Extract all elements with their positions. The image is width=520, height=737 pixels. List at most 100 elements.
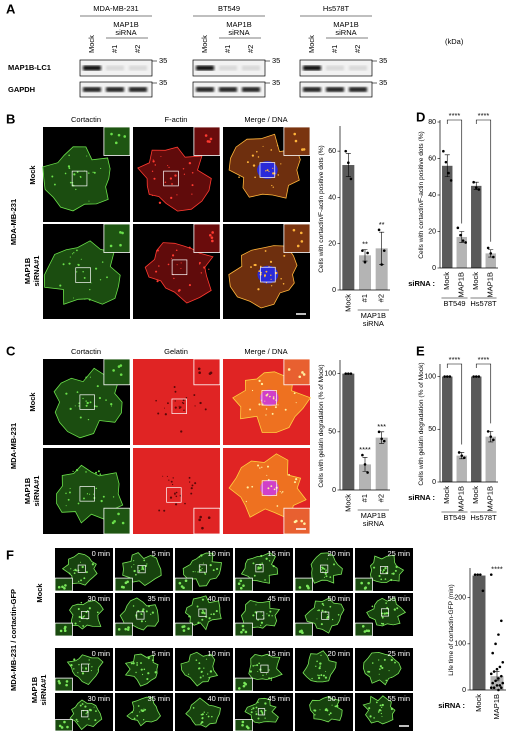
puncta xyxy=(252,164,256,167)
data-point xyxy=(460,454,464,457)
puncta xyxy=(79,561,82,563)
puncta xyxy=(251,485,254,488)
data-point xyxy=(473,573,477,576)
puncta xyxy=(390,707,394,711)
group-label: MAP1B xyxy=(361,311,386,320)
blot-band xyxy=(129,65,147,71)
puncta xyxy=(101,261,104,263)
puncta xyxy=(168,479,170,481)
puncta xyxy=(133,563,135,565)
blot-band xyxy=(83,65,101,71)
puncta xyxy=(249,670,252,673)
x-tick-label: MAP1B xyxy=(457,272,466,297)
bar xyxy=(456,455,467,482)
puncta xyxy=(311,677,313,680)
inset-puncta xyxy=(367,629,371,633)
puncta xyxy=(381,666,384,670)
puncta xyxy=(295,402,297,404)
puncta xyxy=(258,379,261,383)
inset-puncta xyxy=(300,519,303,523)
bar xyxy=(485,253,496,268)
puncta xyxy=(255,713,258,716)
puncta xyxy=(199,566,201,568)
kda-marker: 35 xyxy=(159,56,167,65)
puncta xyxy=(252,562,255,565)
data-point xyxy=(495,667,499,671)
puncta xyxy=(266,474,268,476)
inset-puncta xyxy=(63,586,66,590)
bar xyxy=(456,236,467,268)
puncta xyxy=(212,613,215,616)
puncta xyxy=(93,493,95,495)
puncta xyxy=(182,402,185,405)
puncta xyxy=(72,297,74,299)
data-point xyxy=(459,233,462,237)
puncta xyxy=(171,483,174,486)
significance: **** xyxy=(359,445,371,454)
time-label: 40 min xyxy=(207,594,230,603)
data-point xyxy=(347,372,350,375)
puncta xyxy=(82,667,84,669)
puncta xyxy=(268,614,271,617)
inset-puncta xyxy=(237,687,241,690)
kda-marker: 35 xyxy=(272,78,280,87)
inset-puncta xyxy=(300,240,304,243)
blot-band xyxy=(326,65,344,71)
puncta xyxy=(167,263,170,266)
data-point xyxy=(472,375,475,378)
inset-puncta xyxy=(305,584,309,588)
roi-box xyxy=(321,611,330,620)
puncta xyxy=(73,668,75,670)
puncta xyxy=(146,677,149,681)
puncta xyxy=(68,572,71,575)
puncta xyxy=(274,406,277,409)
puncta xyxy=(155,270,158,273)
significance: ** xyxy=(379,220,385,229)
time-label: 45 min xyxy=(267,594,290,603)
puncta xyxy=(257,717,260,720)
puncta xyxy=(75,468,79,472)
puncta xyxy=(337,613,340,616)
puncta xyxy=(153,177,156,180)
roi-box xyxy=(81,611,90,620)
puncta xyxy=(79,416,82,419)
data-point xyxy=(486,246,490,250)
kda-marker: 35 xyxy=(159,78,167,87)
column-header: Merge / DNA xyxy=(244,347,287,356)
puncta xyxy=(158,201,162,204)
column-header: F-actin xyxy=(165,115,188,124)
puncta xyxy=(252,665,254,667)
inset xyxy=(103,507,131,535)
puncta xyxy=(73,173,76,176)
puncta xyxy=(321,569,323,571)
puncta xyxy=(380,710,382,712)
bar xyxy=(359,464,371,490)
puncta xyxy=(176,194,178,196)
data-point xyxy=(492,438,495,442)
roi-box xyxy=(255,564,264,573)
inset-puncta xyxy=(187,627,190,630)
inset xyxy=(54,677,73,692)
puncta xyxy=(64,172,67,175)
significance: **** xyxy=(491,565,503,574)
puncta xyxy=(271,412,274,415)
puncta xyxy=(373,717,375,719)
puncta xyxy=(82,616,85,618)
inset-puncta xyxy=(109,244,113,248)
inset-puncta xyxy=(299,231,303,235)
puncta xyxy=(69,407,72,411)
inset-puncta xyxy=(120,585,124,589)
kda-marker: 35 xyxy=(272,56,280,65)
time-label: 15 min xyxy=(267,549,290,558)
lane-label: #1 xyxy=(330,45,339,53)
inset-puncta xyxy=(117,512,120,516)
nucleus xyxy=(259,389,279,406)
bar xyxy=(442,165,453,268)
puncta xyxy=(270,285,273,287)
inset-puncta xyxy=(298,586,302,589)
puncta xyxy=(276,505,279,507)
puncta xyxy=(269,395,271,398)
puncta xyxy=(264,250,267,252)
kda-unit: (kDa) xyxy=(445,37,464,46)
